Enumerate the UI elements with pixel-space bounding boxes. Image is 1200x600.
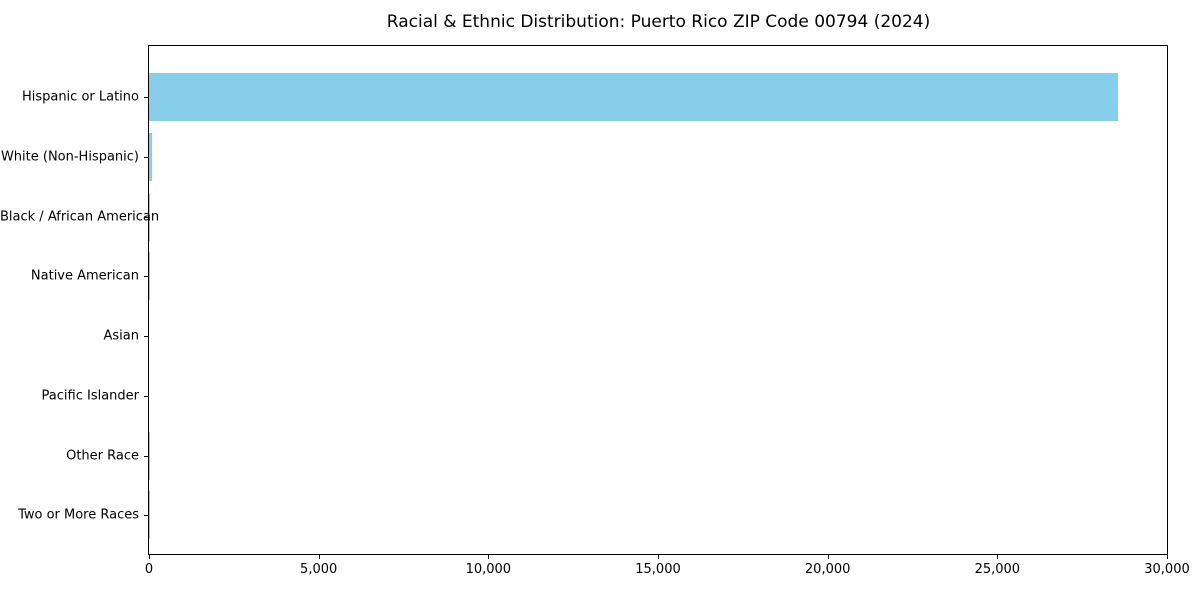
- y-tick-mark: [144, 276, 148, 278]
- x-tick-label-20000: 20,000: [804, 562, 851, 577]
- y-tick-mark: [144, 455, 148, 457]
- y-tick-label-other-race: Other Race: [66, 448, 139, 463]
- y-tick-label-black-african-american: Black / African American: [0, 209, 160, 224]
- y-tick-label-white-non-hispanic: White (Non-Hispanic): [0, 149, 139, 165]
- y-tick-mark: [144, 515, 148, 517]
- x-tick-mark: [997, 555, 999, 559]
- x-tick-mark: [488, 555, 490, 559]
- y-tick-mark: [144, 336, 148, 337]
- bar-black-african-american: [149, 192, 151, 241]
- x-tick-label-10000: 10,000: [465, 562, 512, 577]
- y-tick-mark: [144, 156, 148, 158]
- plot-area: [148, 45, 1168, 555]
- chart-title: Racial & Ethnic Distribution: Puerto Ric…: [386, 12, 931, 32]
- x-tick-mark: [658, 555, 659, 559]
- x-tick-mark: [1167, 555, 1168, 559]
- y-tick-label-asian: Asian: [103, 328, 139, 344]
- y-tick-label-two-or-more-races: Two or More Races: [18, 507, 139, 523]
- y-tick-mark: [144, 395, 148, 397]
- y-tick-mark: [144, 216, 148, 218]
- bar-white-non-hispanic: [149, 132, 152, 181]
- y-tick-label-hispanic-or-latino: Hispanic or Latino: [21, 89, 139, 105]
- bar-hispanic-or-latino: [149, 73, 1118, 121]
- x-tick-label-5000: 5,000: [300, 562, 338, 577]
- x-tick-label-15000: 15,000: [635, 562, 681, 577]
- y-tick-mark: [144, 97, 148, 98]
- y-tick-label-pacific-islander: Pacific Islander: [41, 388, 139, 404]
- x-tick-mark: [318, 555, 320, 559]
- x-tick-label-25000: 25,000: [974, 562, 1021, 577]
- x-tick-label-30000: 30,000: [1144, 562, 1190, 577]
- x-tick-label-0: 0: [144, 562, 154, 577]
- y-tick-label-native-american: Native American: [30, 268, 139, 284]
- x-tick-mark: [827, 555, 829, 559]
- x-tick-mark: [149, 555, 150, 559]
